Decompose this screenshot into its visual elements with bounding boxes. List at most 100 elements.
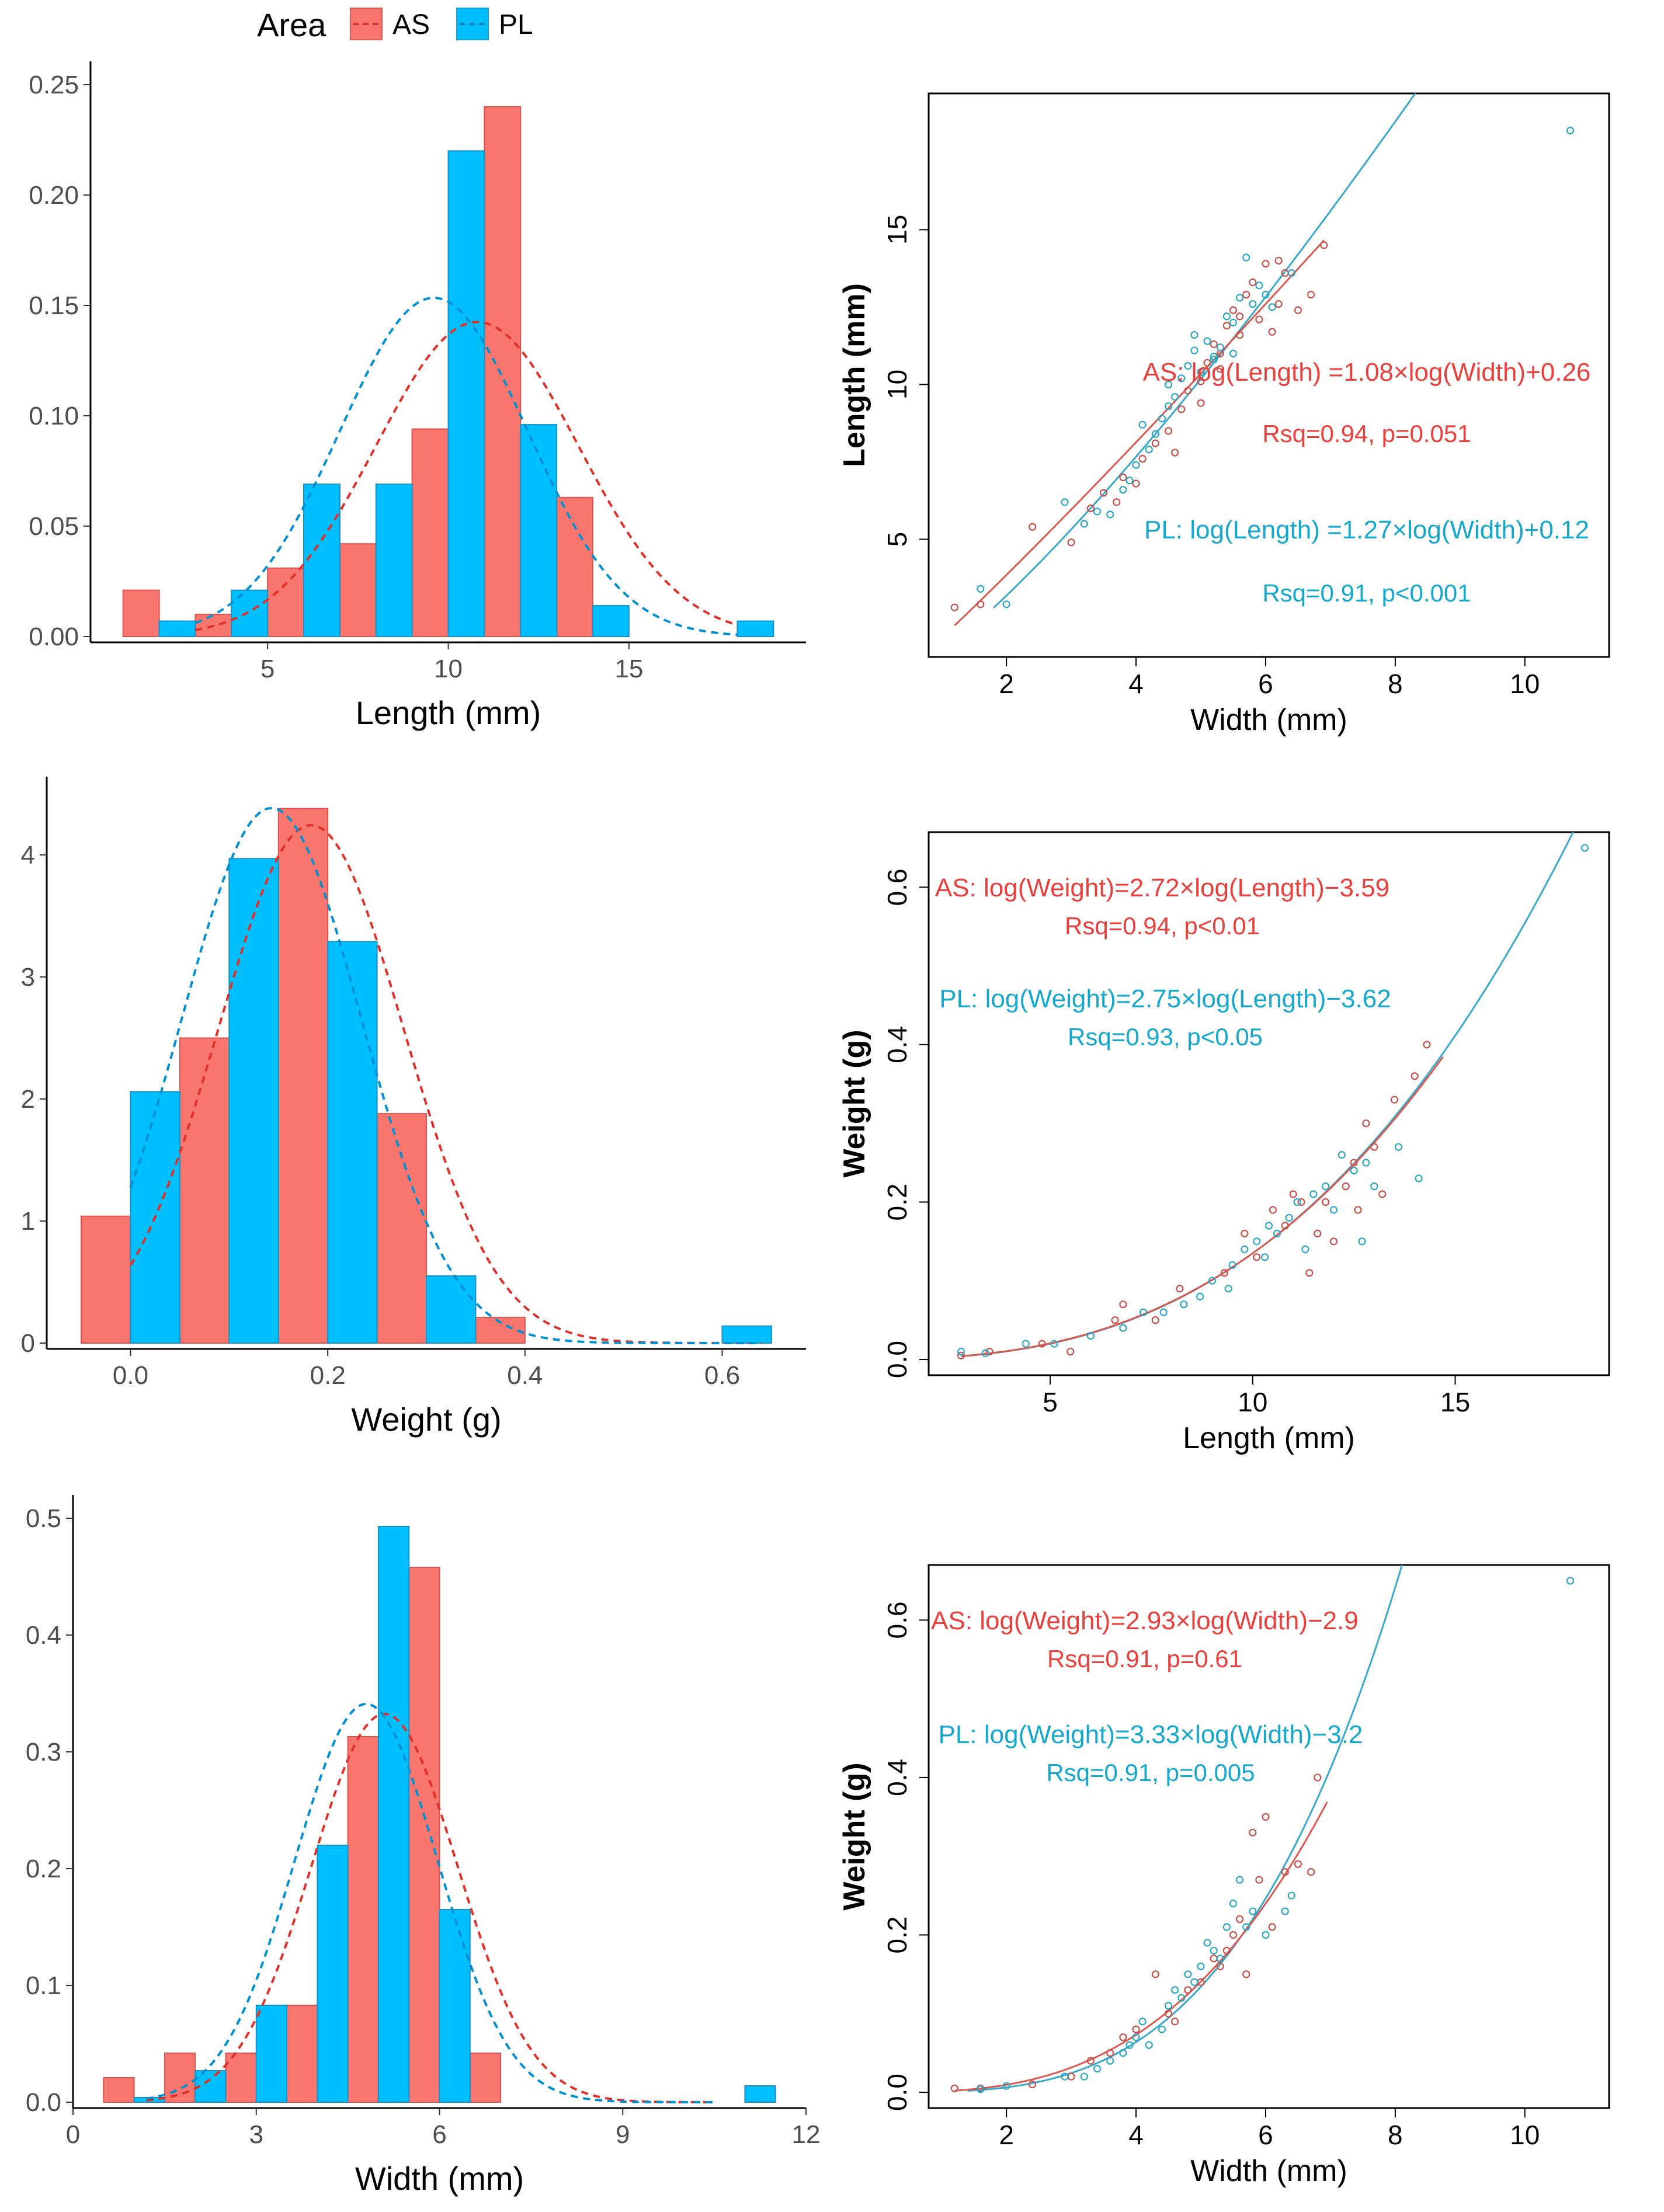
data-point-pl	[1197, 368, 1205, 376]
data-point-pl	[1177, 1994, 1186, 2002]
fit-curve-pl	[961, 832, 1575, 1358]
y-tick-label: 2	[21, 1085, 35, 1114]
bar-pl	[447, 150, 485, 637]
data-point-as	[1229, 1931, 1238, 1939]
x-tick-label: 8	[1388, 669, 1403, 699]
fit-annotation-pl: PL: log(Weight)=2.75×log(Length)−3.62	[939, 985, 1391, 1013]
fit-annotation-as: AS: log(Weight)=2.72×log(Length)−3.59	[935, 874, 1389, 902]
bar-pl	[375, 484, 413, 637]
data-point-as	[1220, 1269, 1228, 1277]
data-point-pl	[1145, 446, 1153, 454]
data-point-as	[1176, 1285, 1184, 1293]
fit-annotation-pl: PL: log(Weight)=3.33×log(Width)−3.2	[939, 1720, 1363, 1749]
y-axis-title: Weight (g)	[838, 1762, 871, 1910]
data-point-as	[1241, 1229, 1249, 1237]
fit-annotation-as: AS: log(Weight)=2.93×log(Width)−2.9	[931, 1606, 1359, 1635]
x-tick-label: 5	[1043, 1387, 1058, 1417]
data-point-as	[985, 1347, 993, 1356]
data-point-as	[1106, 2049, 1114, 2057]
x-tick-label: 6	[1258, 669, 1273, 699]
density-curve-as	[195, 321, 738, 631]
y-tick-label: 0	[21, 1329, 35, 1358]
data-point-pl	[1566, 1577, 1575, 1585]
bar-pl	[377, 1526, 410, 2103]
data-point-pl	[1106, 510, 1114, 519]
data-point-pl	[1229, 1899, 1238, 1908]
data-point-as	[1281, 1222, 1289, 1230]
x-tick-label: 0.4	[507, 1361, 543, 1390]
data-point-pl	[1285, 1213, 1293, 1222]
plot-frame	[927, 1564, 1610, 2109]
data-point-as	[1342, 1182, 1350, 1191]
x-tick-label: 12	[792, 2120, 821, 2149]
data-point-pl	[1228, 1261, 1236, 1269]
data-point-pl	[1287, 269, 1295, 277]
data-point-as	[1113, 498, 1121, 506]
data-point-pl	[1566, 127, 1575, 135]
data-point-as	[1222, 1946, 1231, 1955]
data-point-pl	[1022, 1340, 1030, 1348]
data-point-pl	[1164, 2002, 1173, 2010]
data-point-as	[1067, 2072, 1075, 2081]
data-point-pl	[1338, 1151, 1346, 1159]
x-tick-label: 6	[1258, 2120, 1273, 2150]
data-point-pl	[1264, 1222, 1273, 1230]
y-tick-label: 0.0	[26, 2088, 61, 2117]
x-tick-label: 0.2	[310, 1361, 346, 1390]
data-point-pl	[1125, 477, 1134, 485]
data-point-pl	[1249, 300, 1257, 308]
weight-histogram: 0 1 2 3 4 0.0 0.2 0.4 0.6 Weight (g)	[21, 777, 806, 1438]
data-point-pl	[1253, 1237, 1261, 1246]
x-tick-label: 6	[432, 2120, 446, 2149]
x-axis-title: Width (mm)	[1190, 703, 1347, 737]
data-point-pl	[1002, 600, 1010, 608]
data-point-pl	[1086, 1332, 1095, 1340]
data-point-as	[1350, 1159, 1358, 1167]
x-tick-label: 10	[1510, 669, 1540, 699]
data-point-as	[1119, 1300, 1127, 1309]
data-point-pl	[1262, 1931, 1270, 1939]
data-point-as	[1262, 1813, 1270, 1821]
data-point-as	[1216, 365, 1224, 373]
data-point-as	[1305, 1269, 1314, 1277]
bar-pl	[592, 605, 630, 637]
x-tick-label: 0	[66, 2120, 80, 2149]
data-point-as	[1281, 1868, 1289, 1876]
bar-as	[469, 2053, 502, 2103]
y-tick-label: 0.5	[26, 1504, 61, 1533]
y-tick-label: 0.1	[26, 1971, 61, 2000]
data-point-as	[1184, 1986, 1192, 1994]
x-tick-label: 0.6	[704, 1361, 740, 1390]
data-point-pl	[1093, 507, 1102, 516]
bar-as	[81, 1215, 131, 1344]
x-tick-label: 8	[1388, 2120, 1403, 2150]
data-point-as	[1067, 1347, 1075, 1356]
data-point-as	[1307, 1868, 1315, 1876]
data-point-as	[1111, 1316, 1119, 1324]
fit-annotation-as: Rsq=0.94, p=0.051	[1262, 420, 1471, 447]
bar-pl	[158, 620, 196, 638]
data-point-as	[1028, 523, 1037, 531]
bar-as	[267, 567, 305, 638]
fit-annotation-as: Rsq=0.91, p=0.61	[1047, 1645, 1242, 1672]
data-point-as	[1255, 315, 1263, 324]
data-point-pl	[1203, 1939, 1211, 1947]
bar-as	[556, 496, 593, 637]
data-point-as	[1119, 2033, 1127, 2041]
y-tick-label: 0.2	[882, 1917, 912, 1954]
data-point-as	[1321, 1198, 1330, 1206]
data-point-as	[1242, 1970, 1250, 1978]
data-point-as	[950, 603, 958, 611]
data-point-pl	[1329, 1206, 1338, 1214]
fit-curve-pl	[967, 1565, 1403, 2092]
data-point-as	[1242, 291, 1250, 299]
data-point-as	[1203, 359, 1211, 367]
density-curve-as	[146, 1713, 715, 2103]
bar-as	[286, 2005, 318, 2103]
data-point-as	[1184, 387, 1192, 395]
data-point-pl	[1139, 1308, 1148, 1316]
data-point-as	[1362, 1119, 1370, 1128]
y-tick-label: 0.2	[26, 1855, 61, 1883]
data-point-pl	[1210, 356, 1218, 364]
